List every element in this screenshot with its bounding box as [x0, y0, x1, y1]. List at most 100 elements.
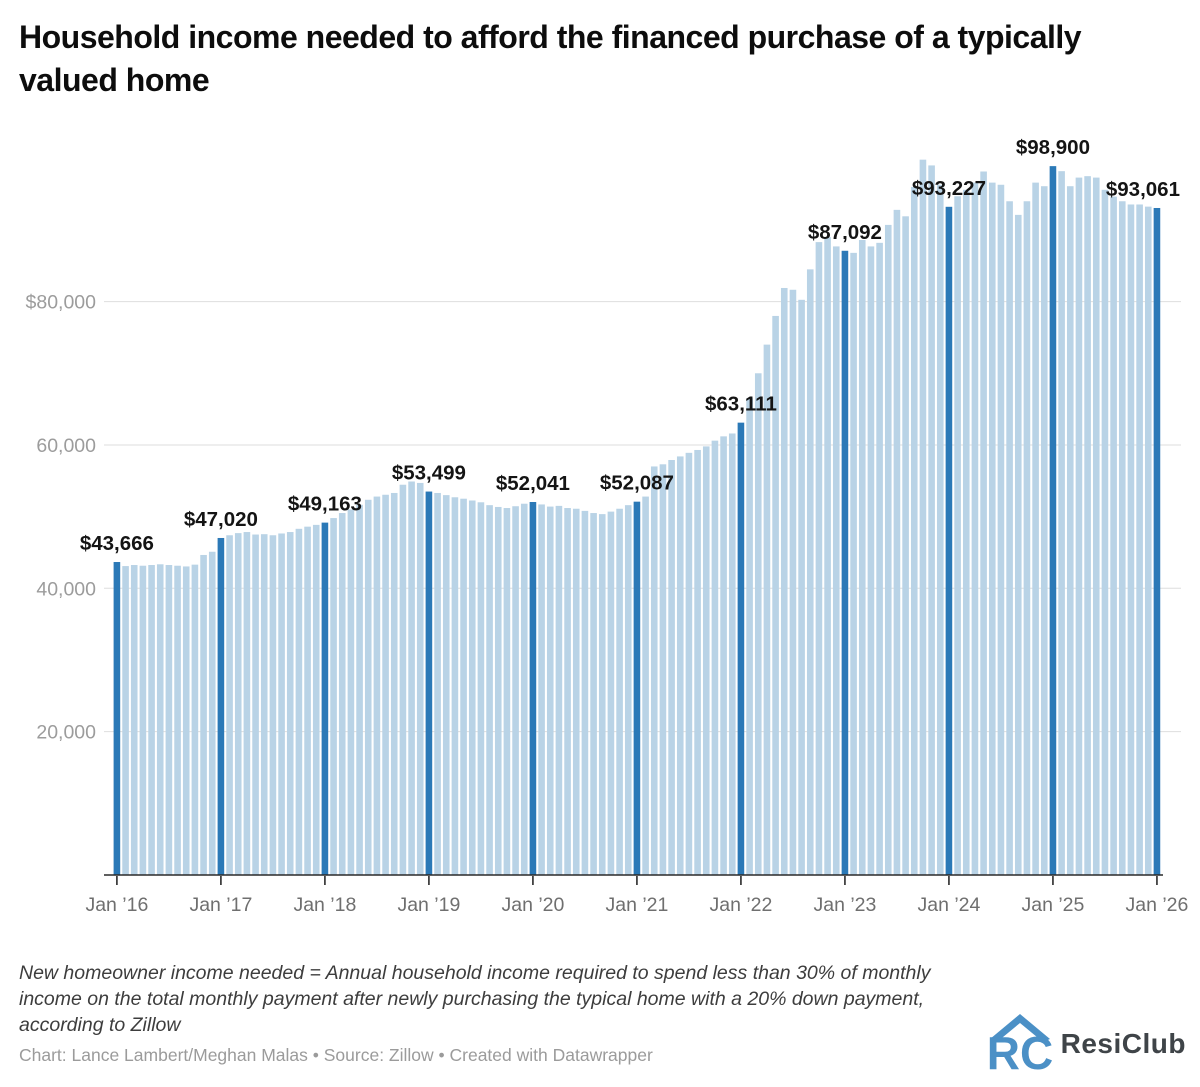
- bar-month[interactable]: [312, 524, 320, 875]
- bar-month[interactable]: [546, 506, 554, 875]
- bar-month[interactable]: [1040, 186, 1048, 875]
- bar-month[interactable]: [954, 196, 961, 875]
- bar-january[interactable]: [217, 537, 225, 875]
- bar-month[interactable]: [538, 504, 545, 875]
- bar-month[interactable]: [642, 496, 649, 875]
- bar-month[interactable]: [997, 184, 1005, 875]
- bar-month[interactable]: [286, 532, 294, 875]
- bar-month[interactable]: [980, 171, 987, 875]
- bar-month[interactable]: [330, 518, 337, 875]
- bar-january[interactable]: [633, 501, 641, 875]
- bar-month[interactable]: [590, 513, 597, 875]
- bar-month[interactable]: [728, 433, 736, 875]
- bar-month[interactable]: [798, 299, 805, 875]
- bar-month[interactable]: [555, 505, 563, 875]
- bar-month[interactable]: [1066, 186, 1074, 875]
- bar-month[interactable]: [832, 246, 840, 875]
- bar-month[interactable]: [494, 506, 502, 875]
- bar-month[interactable]: [685, 452, 693, 875]
- bar-month[interactable]: [468, 500, 476, 876]
- bar-month[interactable]: [1032, 182, 1039, 875]
- bar-month[interactable]: [910, 186, 918, 876]
- bar-month[interactable]: [1014, 214, 1022, 875]
- bar-month[interactable]: [650, 466, 658, 875]
- bar-month[interactable]: [815, 242, 823, 876]
- bar-month[interactable]: [399, 484, 407, 875]
- bar-month[interactable]: [1092, 177, 1100, 876]
- bar-month[interactable]: [928, 165, 935, 876]
- bar-month[interactable]: [564, 508, 571, 875]
- bar-january[interactable]: [1049, 166, 1057, 875]
- bar-month[interactable]: [451, 497, 459, 875]
- bar-month[interactable]: [1127, 204, 1135, 876]
- bar-month[interactable]: [624, 505, 632, 875]
- bar-month[interactable]: [477, 502, 485, 875]
- bar-month[interactable]: [988, 182, 996, 875]
- bar-month[interactable]: [260, 534, 268, 875]
- bar-month[interactable]: [858, 239, 866, 876]
- bar-month[interactable]: [243, 532, 251, 875]
- bar-month[interactable]: [616, 508, 623, 875]
- bar-month[interactable]: [338, 513, 346, 875]
- bar-month[interactable]: [598, 514, 606, 875]
- bar-month[interactable]: [122, 566, 129, 875]
- bar-month[interactable]: [702, 446, 710, 875]
- bar-month[interactable]: [416, 482, 424, 875]
- bar-month[interactable]: [1144, 206, 1152, 875]
- bar-month[interactable]: [884, 224, 892, 875]
- bar-month[interactable]: [1023, 201, 1031, 875]
- bar-january[interactable]: [113, 562, 121, 875]
- bar-month[interactable]: [347, 509, 355, 875]
- bar-month[interactable]: [572, 508, 580, 875]
- bar-month[interactable]: [252, 534, 259, 875]
- bar-month[interactable]: [174, 565, 181, 875]
- bar-month[interactable]: [278, 533, 285, 875]
- bar-month[interactable]: [1118, 201, 1126, 875]
- bar-month[interactable]: [139, 565, 147, 875]
- bar-january[interactable]: [425, 491, 433, 875]
- bar-month[interactable]: [581, 510, 589, 875]
- bar-month[interactable]: [607, 511, 615, 875]
- bar-month[interactable]: [442, 495, 450, 875]
- bar-month[interactable]: [234, 533, 242, 875]
- bar-month[interactable]: [373, 496, 381, 875]
- bar-month[interactable]: [902, 216, 909, 875]
- bar-month[interactable]: [364, 499, 372, 875]
- bar-month[interactable]: [295, 528, 303, 875]
- bar-month[interactable]: [434, 492, 441, 875]
- bar-january[interactable]: [321, 522, 329, 875]
- bar-month[interactable]: [382, 494, 389, 875]
- bar-month[interactable]: [130, 565, 138, 875]
- bar-month[interactable]: [165, 565, 173, 875]
- bar-month[interactable]: [789, 289, 797, 875]
- bar-month[interactable]: [226, 535, 233, 875]
- bar-month[interactable]: [876, 242, 883, 875]
- bar-month[interactable]: [486, 505, 493, 875]
- bar-january[interactable]: [737, 422, 745, 875]
- bar-month[interactable]: [763, 344, 771, 875]
- bar-month[interactable]: [711, 440, 719, 875]
- bar-month[interactable]: [408, 481, 415, 876]
- bar-month[interactable]: [460, 498, 467, 875]
- bar-month[interactable]: [694, 449, 701, 875]
- bar-month[interactable]: [390, 492, 398, 875]
- bar-month[interactable]: [971, 182, 979, 875]
- bar-month[interactable]: [676, 456, 684, 875]
- bar-month[interactable]: [356, 504, 363, 875]
- bar-month[interactable]: [520, 503, 528, 875]
- bar-month[interactable]: [772, 315, 779, 875]
- bar-month[interactable]: [304, 526, 311, 875]
- bar-month[interactable]: [720, 436, 727, 875]
- bar-month[interactable]: [269, 535, 277, 875]
- bar-month[interactable]: [503, 508, 511, 875]
- bar-month[interactable]: [1110, 196, 1117, 876]
- bar-january[interactable]: [945, 206, 953, 876]
- bar-month[interactable]: [512, 506, 519, 875]
- bar-month[interactable]: [148, 565, 155, 875]
- bar-month[interactable]: [893, 209, 901, 876]
- bar-month[interactable]: [191, 564, 199, 875]
- bar-month[interactable]: [200, 554, 207, 875]
- bar-month[interactable]: [780, 287, 788, 875]
- bar-month[interactable]: [1084, 176, 1091, 876]
- bar-month[interactable]: [668, 460, 675, 875]
